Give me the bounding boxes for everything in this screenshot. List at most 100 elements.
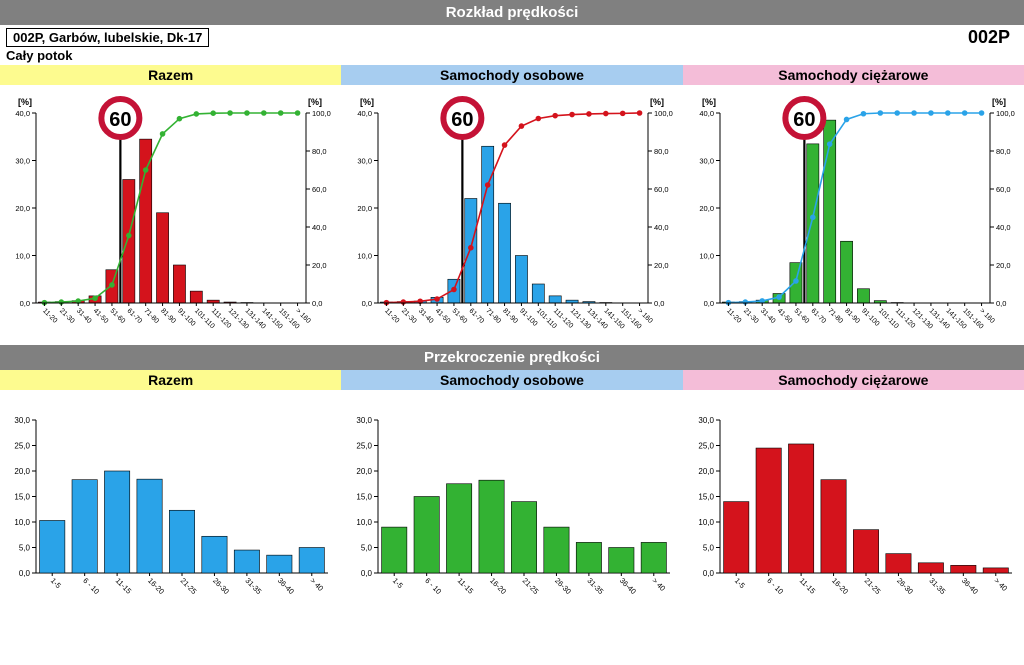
svg-text:60: 60 [451, 109, 473, 131]
svg-text:21-30: 21-30 [400, 307, 418, 325]
page-code: 002P [968, 27, 1018, 48]
svg-text:81-90: 81-90 [843, 307, 861, 325]
chart-bot-osobowe: 0,05,010,015,020,025,030,01-56 - 1011-15… [344, 412, 682, 607]
chart-top-osobowe: 0,010,020,030,040,00,020,040,060,080,010… [344, 89, 682, 339]
svg-text:31-35: 31-35 [927, 576, 947, 596]
svg-text:81-90: 81-90 [159, 307, 177, 325]
svg-text:61-70: 61-70 [809, 307, 827, 325]
chart-top-razem: 0,010,020,030,040,00,020,040,060,080,010… [2, 89, 340, 339]
chart-bot-razem: 0,05,010,015,020,025,030,01-56 - 1011-15… [2, 412, 340, 607]
svg-text:26-30: 26-30 [211, 576, 231, 596]
svg-text:21-25: 21-25 [179, 576, 199, 596]
svg-text:20,0: 20,0 [356, 467, 372, 476]
svg-text:1-5: 1-5 [391, 576, 405, 590]
svg-text:[%]: [%] [650, 97, 664, 107]
svg-text:60: 60 [793, 109, 815, 131]
svg-text:80,0: 80,0 [312, 147, 327, 156]
svg-text:80,0: 80,0 [996, 147, 1011, 156]
svg-text:16-20: 16-20 [488, 576, 508, 596]
svg-text:0,0: 0,0 [20, 299, 30, 308]
svg-text:10,0: 10,0 [15, 252, 30, 261]
svg-text:[%]: [%] [18, 97, 32, 107]
svg-text:[%]: [%] [992, 97, 1006, 107]
svg-text:100,0: 100,0 [654, 109, 673, 118]
svg-text:0,0: 0,0 [654, 299, 664, 308]
svg-text:20,0: 20,0 [996, 261, 1011, 270]
svg-text:51-60: 51-60 [109, 307, 127, 325]
svg-text:10,0: 10,0 [698, 518, 714, 527]
section-1-header: Rozkład prędkości [0, 0, 1024, 25]
svg-text:0,0: 0,0 [19, 569, 31, 578]
svg-text:60,0: 60,0 [996, 185, 1011, 194]
svg-text:51-60: 51-60 [793, 307, 811, 325]
svg-text:0,0: 0,0 [704, 299, 714, 308]
col-head-razem: Razem [0, 65, 341, 85]
svg-text:71-80: 71-80 [142, 307, 160, 325]
bottom-charts-row: 0,0 5,0 10,0 15,0 20,0 25,0 30,0 1-5 6 - 10 11-15… [0, 408, 1024, 613]
svg-text:15,0: 15,0 [14, 493, 30, 502]
svg-text:36-40: 36-40 [276, 576, 296, 596]
column-headers-2: Razem Samochody osobowe Samochody ciężar… [0, 370, 1024, 390]
col-head-ciezarowe: Samochody ciężarowe [683, 65, 1024, 85]
svg-text:100,0: 100,0 [996, 109, 1015, 118]
svg-text:15,0: 15,0 [698, 493, 714, 502]
location-box: 002P, Garbów, lubelskie, Dk-17 [6, 28, 209, 47]
section-2-header: Przekroczenie prędkości [0, 345, 1024, 370]
svg-text:0,0: 0,0 [996, 299, 1006, 308]
svg-text:21-30: 21-30 [742, 307, 760, 325]
svg-text:36-40: 36-40 [618, 576, 638, 596]
svg-text:15,0: 15,0 [356, 493, 372, 502]
col-head-osobowe-2: Samochody osobowe [341, 370, 682, 390]
svg-text:41-50: 41-50 [776, 307, 794, 325]
svg-text:25,0: 25,0 [356, 442, 372, 451]
svg-text:0,0: 0,0 [312, 299, 322, 308]
svg-text:30,0: 30,0 [14, 416, 30, 425]
svg-text:[%]: [%] [360, 97, 374, 107]
svg-text:25,0: 25,0 [698, 442, 714, 451]
flow-subtitle: Cały potok [0, 48, 1024, 65]
svg-text:40,0: 40,0 [15, 109, 30, 118]
svg-text:30,0: 30,0 [15, 157, 30, 166]
svg-text:6 - 10: 6 - 10 [423, 576, 443, 596]
svg-text:10,0: 10,0 [699, 252, 714, 261]
svg-text:21-25: 21-25 [863, 576, 883, 596]
svg-text:0,0: 0,0 [361, 569, 373, 578]
svg-text:36-40: 36-40 [960, 576, 980, 596]
svg-text:30,0: 30,0 [699, 157, 714, 166]
svg-text:6 - 10: 6 - 10 [81, 576, 101, 596]
svg-text:16-20: 16-20 [830, 576, 850, 596]
svg-text:5,0: 5,0 [703, 544, 715, 553]
top-charts-row: 0,0 10,0 20,0 30,0 40,0 0,0 20,0 40,0 60,0 80,0 10… [0, 85, 1024, 345]
svg-text:61-70: 61-70 [125, 307, 143, 325]
svg-text:40,0: 40,0 [699, 109, 714, 118]
svg-text:40,0: 40,0 [654, 223, 669, 232]
svg-text:31-35: 31-35 [585, 576, 605, 596]
svg-text:41-50: 41-50 [92, 307, 110, 325]
svg-text:11-15: 11-15 [456, 576, 476, 596]
svg-text:20,0: 20,0 [357, 204, 372, 213]
svg-text:> 40: > 40 [308, 576, 325, 593]
svg-text:[%]: [%] [308, 97, 322, 107]
svg-text:11-20: 11-20 [41, 307, 58, 324]
svg-text:10,0: 10,0 [14, 518, 30, 527]
svg-text:40,0: 40,0 [312, 223, 327, 232]
svg-text:20,0: 20,0 [312, 261, 327, 270]
svg-text:1-5: 1-5 [733, 576, 747, 590]
svg-text:40,0: 40,0 [357, 109, 372, 118]
svg-text:20,0: 20,0 [14, 467, 30, 476]
svg-text:26-30: 26-30 [895, 576, 915, 596]
col-head-ciezarowe-2: Samochody ciężarowe [683, 370, 1024, 390]
svg-text:51-60: 51-60 [451, 307, 469, 325]
svg-text:20,0: 20,0 [699, 204, 714, 213]
svg-text:71-80: 71-80 [484, 307, 502, 325]
svg-text:81-90: 81-90 [501, 307, 519, 325]
svg-text:5,0: 5,0 [19, 544, 31, 553]
svg-text:20,0: 20,0 [698, 467, 714, 476]
svg-text:71-80: 71-80 [826, 307, 844, 325]
svg-text:20,0: 20,0 [15, 204, 30, 213]
svg-text:100,0: 100,0 [312, 109, 331, 118]
svg-text:31-40: 31-40 [759, 307, 777, 325]
svg-text:10,0: 10,0 [357, 252, 372, 261]
svg-text:30,0: 30,0 [357, 157, 372, 166]
svg-text:61-70: 61-70 [467, 307, 485, 325]
